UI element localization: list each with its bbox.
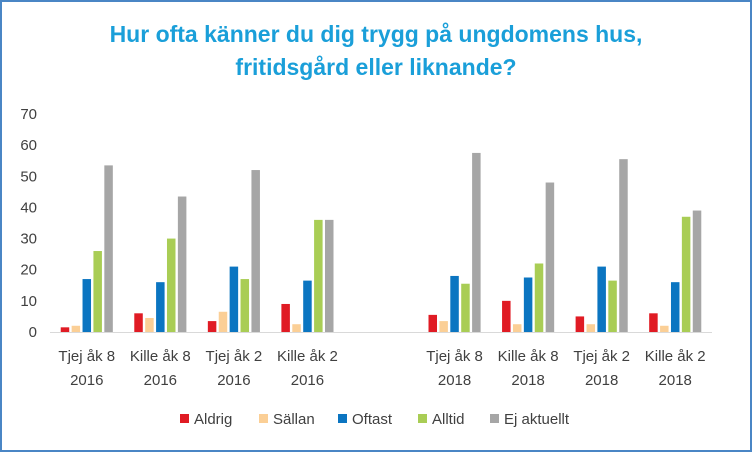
x-category-label: 2016	[217, 372, 250, 389]
x-category-label: Kille åk 8	[130, 348, 191, 365]
y-tick-label: 40	[20, 199, 37, 216]
bar-ej-aktuellt	[251, 170, 260, 332]
legend: Aldrig Sällan Oftast Alltid Ej aktuellt	[180, 411, 570, 428]
legend-label: Alltid	[432, 411, 465, 428]
bar-oftast	[450, 275, 459, 332]
bar-aldrig	[502, 300, 511, 332]
x-category-label: 2018	[659, 372, 692, 389]
bar-oftast	[156, 282, 165, 332]
legend-swatch	[418, 414, 427, 423]
legend-label: Ej aktuellt	[504, 411, 570, 428]
legend-label: Aldrig	[194, 411, 232, 428]
bar-aldrig	[207, 321, 217, 332]
bar-aldrig	[649, 313, 658, 332]
y-tick-label: 50	[20, 168, 37, 185]
bar-ej-aktuellt	[104, 165, 113, 332]
bar-ej-aktuellt	[472, 152, 481, 332]
y-tick-label: 20	[20, 262, 37, 279]
bar-ej-aktuellt	[692, 210, 702, 332]
legend-swatch	[259, 414, 268, 423]
chart-title-line-1: Hur ofta känner du dig trygg på ungdomen…	[109, 21, 643, 47]
bar-ej-aktuellt	[177, 196, 187, 332]
bar-alltid	[681, 216, 691, 332]
bar-alltid	[534, 263, 544, 332]
bar-s-llan	[218, 311, 228, 332]
bar-alltid	[240, 279, 250, 332]
legend-label: Oftast	[352, 411, 393, 428]
bar-alltid	[461, 283, 470, 332]
bar-s-llan	[292, 324, 301, 332]
bar-s-llan	[145, 317, 154, 332]
legend-swatch	[180, 414, 189, 423]
x-category-label: Kille åk 8	[498, 348, 559, 365]
bar-alltid	[166, 238, 176, 332]
bar-alltid	[608, 280, 617, 332]
bar-s-llan	[660, 325, 669, 332]
bar-s-llan	[439, 321, 448, 332]
x-category-label: 2018	[438, 372, 471, 389]
bar-aldrig	[575, 316, 585, 332]
bar-oftast	[229, 266, 239, 332]
bar-aldrig	[134, 313, 143, 332]
x-category-label: Tjej åk 2	[206, 348, 263, 365]
y-axis: 0 10 20 30 40 50 60 70	[20, 106, 37, 341]
x-axis-labels: Tjej åk 8 2016 Kille åk 8 2016 Tjej åk 2 2016…	[58, 348, 705, 389]
bar-ej-aktuellt	[619, 159, 628, 332]
bar-aldrig	[60, 327, 70, 332]
legend-swatch	[490, 414, 499, 423]
y-tick-label: 70	[20, 106, 37, 123]
bar-s-llan	[512, 324, 522, 332]
y-tick-label: 30	[20, 231, 37, 248]
x-category-label: 2016	[70, 372, 103, 389]
x-category-label: 2018	[511, 372, 544, 389]
legend-label: Sällan	[273, 411, 315, 428]
chart-title-line-2: fritidsgård eller liknande?	[235, 54, 517, 80]
bar-alltid	[314, 219, 323, 332]
bar-alltid	[93, 251, 102, 332]
bar-oftast	[523, 277, 533, 332]
bar-oftast	[82, 279, 92, 332]
chart-title: Hur ofta känner du dig trygg på ungdomen…	[0, 18, 752, 84]
y-tick-label: 10	[20, 293, 37, 310]
x-category-label: 2018	[585, 372, 618, 389]
bar-s-llan	[71, 325, 81, 332]
legend-swatch	[338, 414, 347, 423]
y-tick-label: 0	[29, 324, 37, 341]
bar-oftast	[670, 282, 680, 332]
x-category-label: Kille åk 2	[277, 348, 338, 365]
bar-oftast	[303, 280, 312, 332]
x-category-label: Tjej åk 8	[426, 348, 483, 365]
bar-oftast	[597, 266, 606, 332]
x-category-label: 2016	[291, 372, 324, 389]
bar-ej-aktuellt	[545, 182, 555, 332]
x-category-label: Kille åk 2	[645, 348, 706, 365]
x-category-label: Tjej åk 2	[573, 348, 630, 365]
bars	[60, 152, 702, 332]
bar-s-llan	[586, 324, 596, 332]
bar-ej-aktuellt	[324, 219, 334, 332]
bar-aldrig	[281, 303, 290, 332]
bar-aldrig	[428, 314, 438, 332]
x-category-label: Tjej åk 8	[58, 348, 115, 365]
y-tick-label: 60	[20, 137, 37, 154]
x-category-label: 2016	[144, 372, 177, 389]
